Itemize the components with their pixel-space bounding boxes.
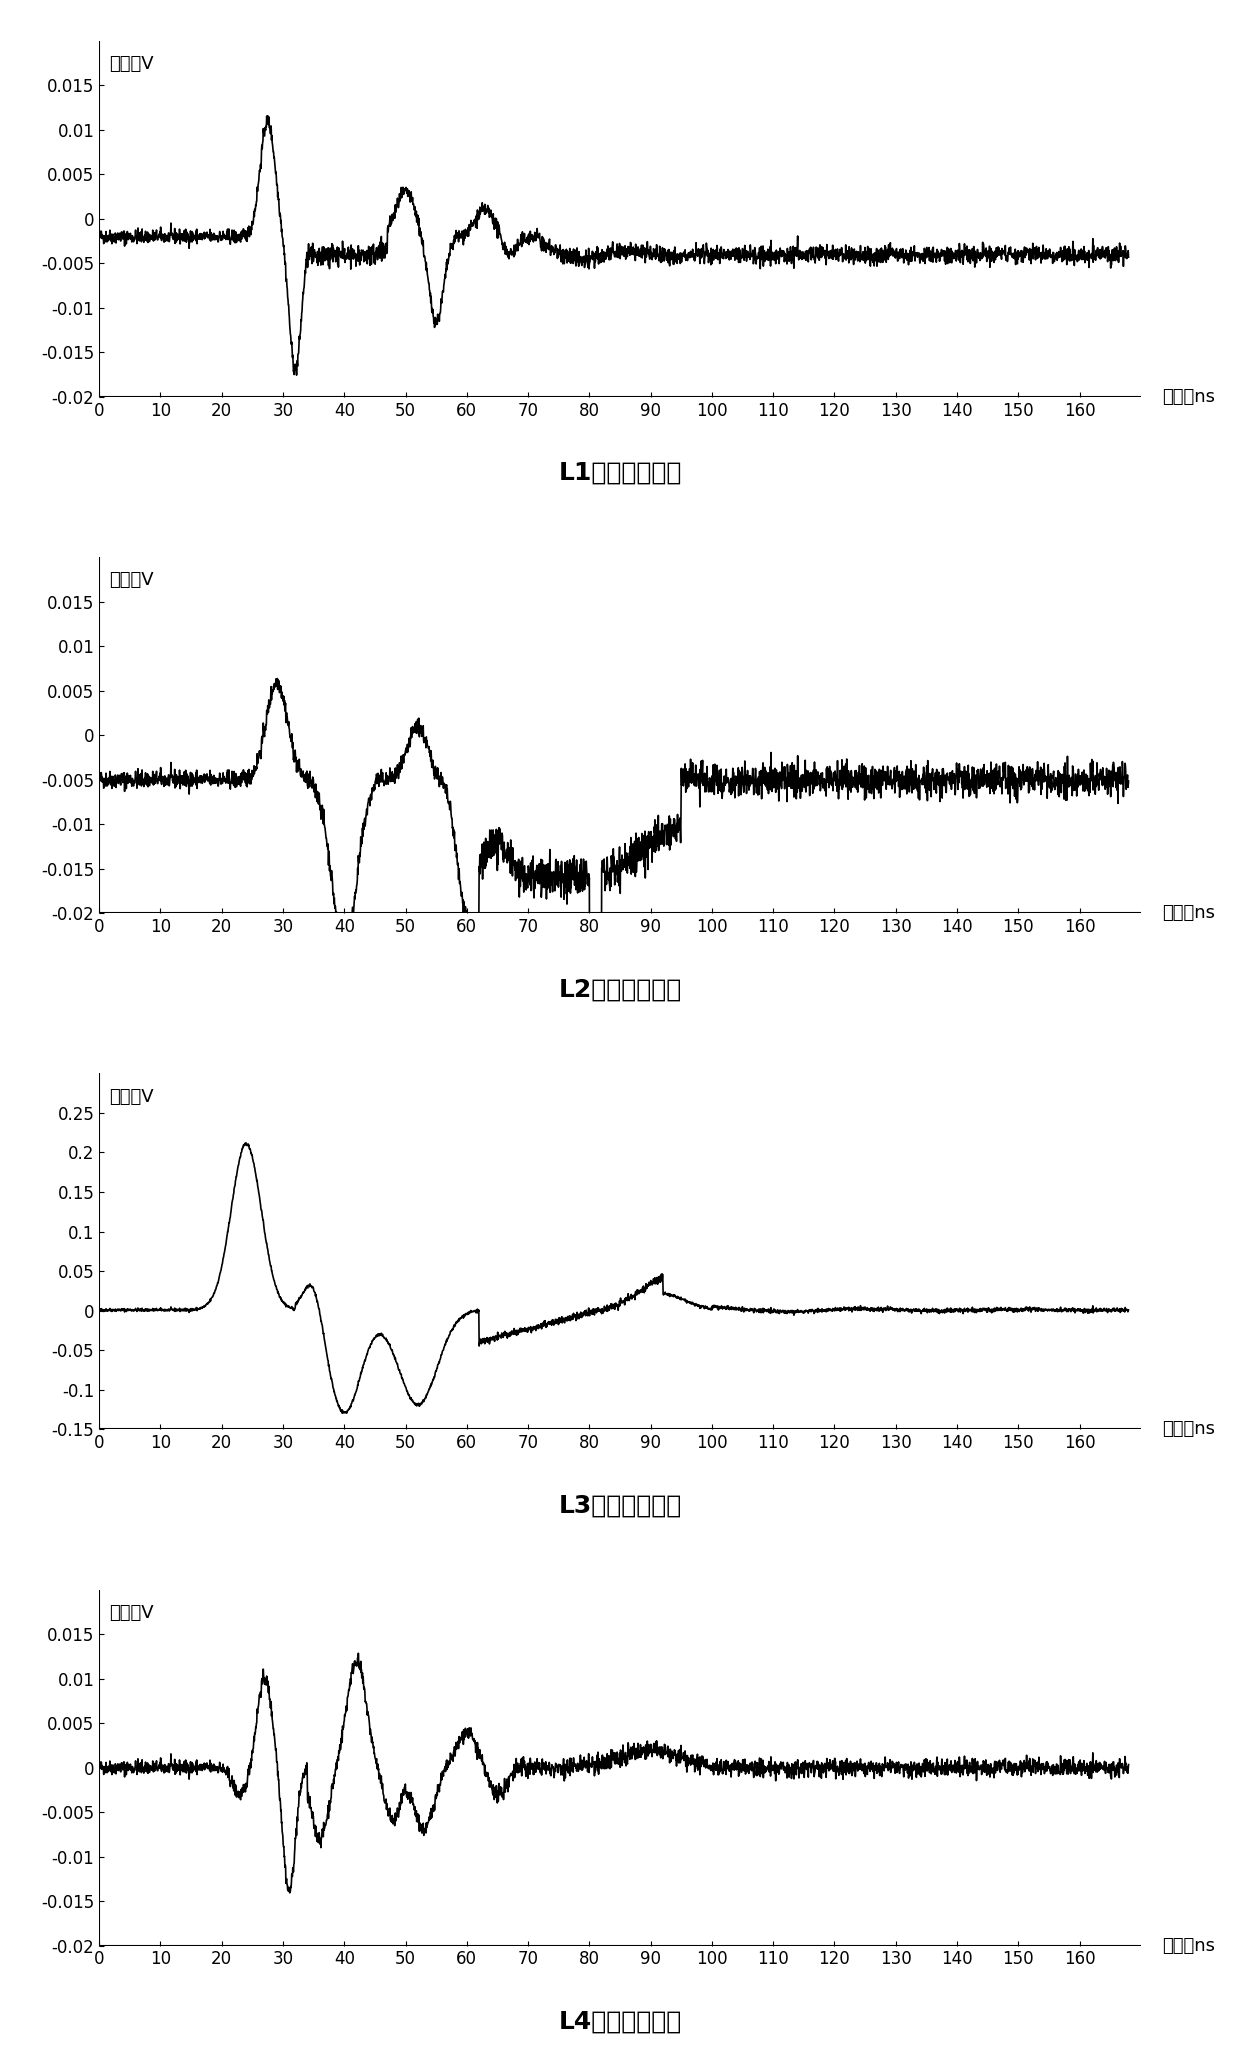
Text: 时间：ns: 时间：ns <box>1162 387 1215 406</box>
Text: 幅值：V: 幅值：V <box>109 571 154 590</box>
Text: 时间：ns: 时间：ns <box>1162 1421 1215 1438</box>
Text: 时间：ns: 时间：ns <box>1162 1937 1215 1954</box>
Text: L4通道耦合波形: L4通道耦合波形 <box>558 2009 682 2034</box>
Text: 时间：ns: 时间：ns <box>1162 903 1215 922</box>
Text: L2通道耦合波形: L2通道耦合波形 <box>558 977 682 1001</box>
Text: L1通道耦合波形: L1通道耦合波形 <box>558 461 682 485</box>
Text: 幅值：V: 幅值：V <box>109 55 154 74</box>
Text: 幅值：V: 幅值：V <box>109 1604 154 1622</box>
Text: L3通道耦合波形: L3通道耦合波形 <box>558 1493 682 1518</box>
Text: 幅值：V: 幅值：V <box>109 1087 154 1106</box>
